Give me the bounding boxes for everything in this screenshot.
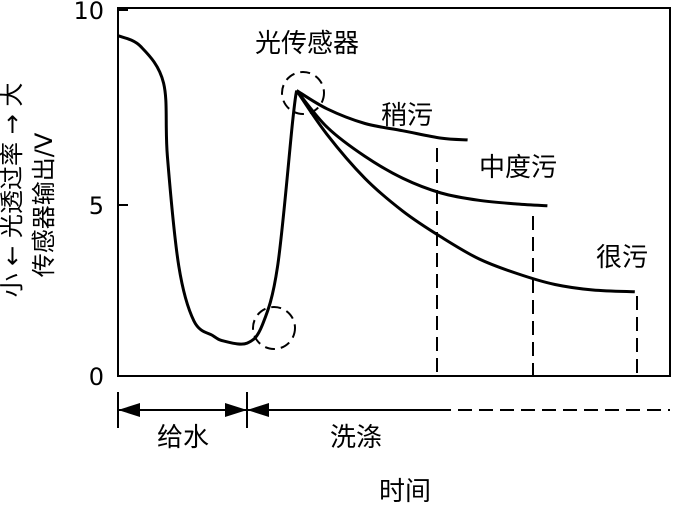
y-tick-label-5: 5 (89, 192, 104, 220)
arrow-wash-left (247, 403, 269, 417)
x-axis-label: 时间 (379, 477, 431, 507)
series-heavy-label: 很污 (596, 243, 648, 273)
phase-label-wash: 洗涤 (330, 423, 382, 453)
sensor-circle-top (281, 71, 325, 115)
y-axis-aux-label: 小 ← 光透过率 → 大 (0, 83, 26, 298)
plot-frame (117, 7, 671, 377)
y-tick-label-10: 10 (73, 0, 104, 25)
series-medium-curve (295, 89, 548, 208)
arrow-water-right (225, 403, 247, 417)
phase-label-water: 给水 (157, 423, 209, 453)
series-light-curve (295, 89, 468, 142)
sensor-label: 光传感器 (255, 29, 359, 59)
y-tick-label-0: 0 (89, 363, 104, 391)
y-axis-label: 传感器输出/V (30, 132, 58, 277)
arrow-water-left (118, 403, 140, 417)
series-heavy-curve (295, 89, 635, 294)
series-light-label: 稍污 (381, 101, 433, 131)
sensor-circle-bottom (252, 306, 296, 350)
common-curve (117, 34, 299, 346)
series-medium-label: 中度污 (479, 153, 557, 183)
